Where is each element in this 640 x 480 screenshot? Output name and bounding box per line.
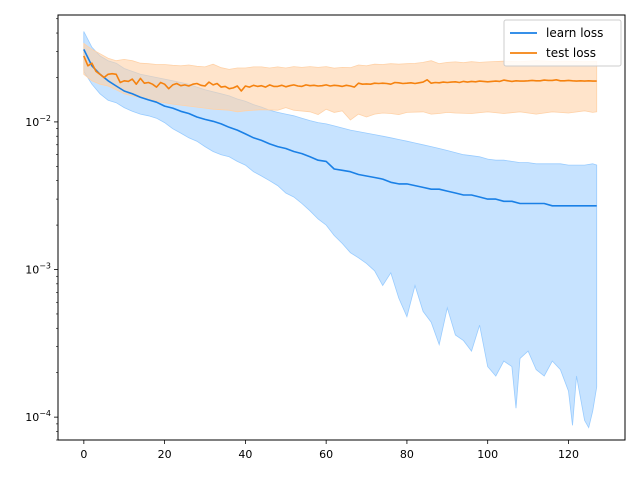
x-tick-label: 80: [400, 448, 414, 461]
x-tick-label: 100: [477, 448, 498, 461]
y-tick-label: 10−4: [25, 409, 51, 424]
series-lines: [83, 49, 597, 207]
x-tick-label: 0: [80, 448, 87, 461]
x-tick-label: 20: [158, 448, 172, 461]
confidence-bands: [83, 31, 598, 429]
test-loss-line: [83, 55, 597, 92]
test-loss-legend-label: test loss: [546, 46, 596, 60]
x-tick-label: 40: [238, 448, 252, 461]
learn-loss-legend-label: learn loss: [546, 26, 603, 40]
y-tick-label: 10−3: [25, 262, 51, 277]
x-tick-label: 60: [319, 448, 333, 461]
legend-box: [503, 19, 622, 67]
x-tick-label: 120: [558, 448, 579, 461]
legend: learn loss test loss: [503, 19, 622, 67]
learn-loss-line: [83, 49, 597, 207]
plot-frame: [57, 14, 626, 441]
y-tick-label: 10−2: [25, 114, 51, 129]
x-axis: 0 20 40 60 80 100 120: [80, 440, 579, 461]
y-axis: 10−4 10−3 10−2: [25, 18, 58, 441]
